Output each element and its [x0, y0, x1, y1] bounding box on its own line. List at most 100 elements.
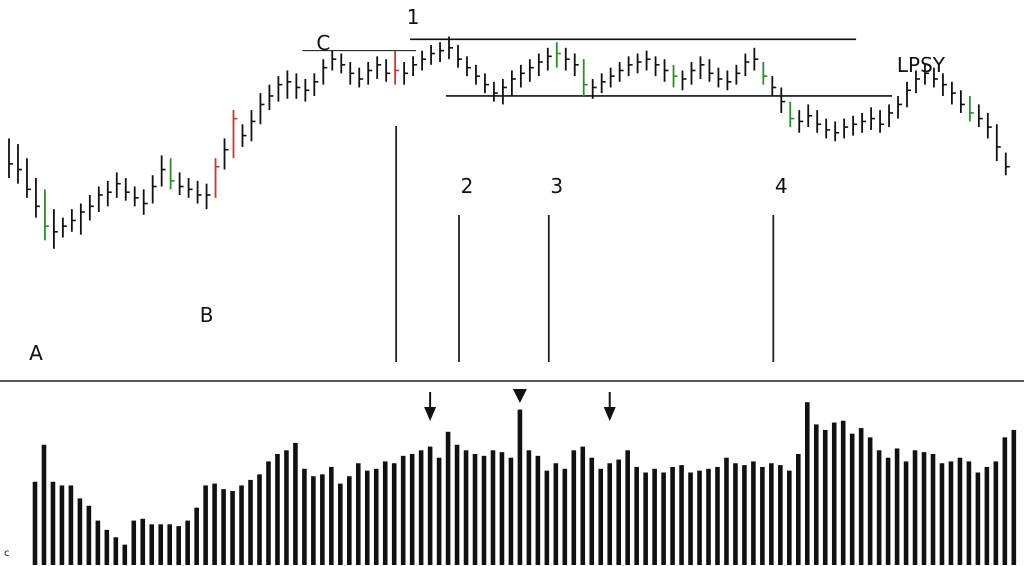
volume-bar [822, 429, 828, 565]
volume-bar [463, 450, 469, 565]
volume-bar [68, 485, 74, 565]
volume-bar [239, 485, 244, 565]
volume-bar [347, 476, 352, 565]
volume-bar [364, 470, 370, 565]
volume-bar [472, 454, 478, 565]
volume-bar [948, 461, 954, 565]
volume-bar [903, 461, 909, 565]
volume-bar [311, 476, 316, 565]
volume-bar [248, 479, 253, 565]
volume-bar [149, 524, 155, 565]
volume-bar [733, 463, 738, 565]
volume-bar [724, 457, 729, 565]
volume-bar [131, 520, 137, 565]
volume-bar [831, 422, 837, 565]
volume-bar [849, 433, 855, 565]
volume-bar [41, 444, 47, 565]
volume-bar [77, 498, 83, 565]
volume-bar [95, 520, 101, 565]
volume-bar [715, 466, 720, 565]
volume-bar [876, 450, 882, 565]
annotation-label-lpsy: LPSY [897, 53, 946, 77]
volume-bar [373, 468, 379, 565]
volume-bar [490, 450, 496, 565]
volume-bar [427, 446, 433, 565]
volume-bar [320, 474, 325, 565]
volume-bar [338, 483, 343, 565]
volume-bar [625, 450, 630, 565]
volume-bar [760, 466, 765, 565]
volume-bar [661, 472, 666, 565]
volume-bar [517, 409, 523, 565]
corner-label: c [4, 548, 10, 559]
volume-bar [993, 461, 999, 565]
volume-bar [355, 463, 361, 565]
volume-bar [1002, 437, 1008, 565]
volume-bar [104, 529, 110, 565]
volume-bar [302, 468, 307, 565]
volume-bar [957, 457, 963, 565]
volume-bar [284, 450, 289, 565]
volume-bar [634, 466, 639, 565]
volume-bar [275, 454, 280, 565]
volume-bar [535, 455, 541, 565]
volume-bar [382, 461, 388, 565]
volume-bar [562, 468, 568, 565]
volume-bar [751, 461, 756, 565]
volume-bar [840, 420, 846, 565]
price-panel: A B C 1 2 3 4 LPSY [8, 5, 1010, 365]
volume-triangle-marker [512, 389, 527, 403]
volume-bar [670, 466, 675, 565]
annotation-label-c: C [316, 31, 330, 55]
volume-bar [589, 457, 595, 565]
volume-bar [391, 463, 397, 565]
volume-bar [113, 537, 119, 565]
volume-bar [454, 444, 460, 565]
volume-bar [230, 491, 235, 565]
volume-bar [984, 466, 990, 565]
volume-bar [652, 468, 657, 565]
volume-bar [787, 470, 792, 565]
volume-bar [912, 450, 918, 565]
volume-bar [86, 505, 92, 565]
volume-bar [679, 465, 684, 565]
volume-bar [975, 472, 981, 565]
volume-bar [921, 452, 927, 565]
volume-bar [293, 442, 298, 565]
annotation-label-b: B [200, 303, 214, 327]
volume-bar [409, 454, 415, 565]
volume-bar [544, 470, 550, 565]
volume-bar [580, 446, 586, 565]
volume-bar [939, 463, 945, 565]
volume-bar [436, 457, 442, 565]
volume-bar [885, 457, 891, 565]
volume-bar [553, 463, 559, 565]
volume-bar [400, 455, 406, 565]
volume-bar [257, 474, 262, 565]
volume-bar [858, 428, 864, 565]
volume-bar [706, 468, 711, 565]
volume-bar [185, 520, 190, 565]
volume-bar [966, 461, 972, 565]
volume-bar [643, 472, 648, 565]
volume-bar [50, 481, 56, 565]
volume-bar [418, 450, 424, 565]
volume-bar [688, 472, 693, 565]
volume-bar [508, 457, 514, 565]
volume-bar [158, 524, 164, 565]
volume-bar [59, 485, 65, 565]
volume-bar [481, 455, 487, 565]
volume-bar [203, 485, 208, 565]
volume-arrow-head [603, 407, 616, 421]
volume-bar [571, 450, 577, 565]
volume-bar [697, 470, 702, 565]
volume-arrow-head [424, 407, 437, 421]
volume-bar [804, 402, 810, 565]
volume-bar [122, 544, 128, 565]
volume-bar [616, 459, 621, 565]
volume-bar [894, 448, 900, 565]
volume-bar [266, 461, 271, 565]
volume-bar [598, 468, 604, 565]
volume-bar [221, 489, 226, 565]
